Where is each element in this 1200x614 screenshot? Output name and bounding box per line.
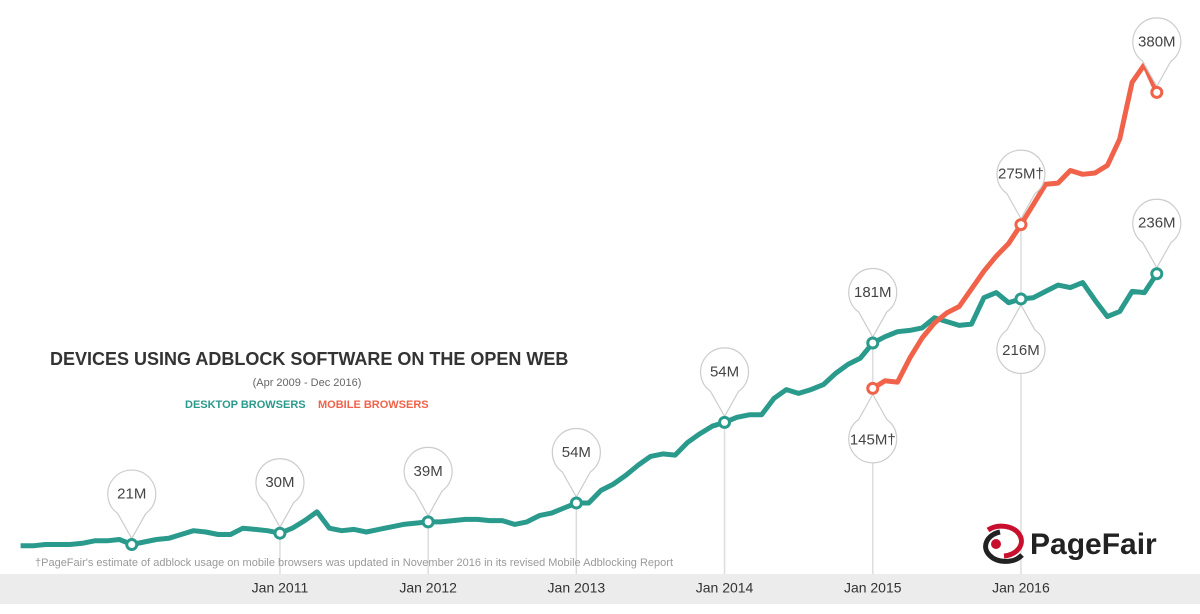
pin-label: 30M bbox=[265, 474, 294, 491]
pin-label: 181M bbox=[854, 284, 892, 301]
pin: 380M bbox=[1132, 17, 1182, 88]
chart-subtitle: (Apr 2009 - Dec 2016) bbox=[253, 377, 362, 389]
point-marker bbox=[125, 538, 139, 552]
pin-label: 54M bbox=[710, 363, 739, 380]
x-tick-label: Jan 2012 bbox=[399, 580, 457, 596]
axis-band bbox=[0, 574, 1200, 604]
point-marker bbox=[866, 336, 880, 350]
x-tick-label: Jan 2014 bbox=[696, 580, 754, 596]
x-tick-label: Jan 2015 bbox=[844, 580, 902, 596]
pin-label: 145M† bbox=[850, 431, 896, 448]
pin-bubble bbox=[107, 469, 157, 540]
pin: 54M bbox=[551, 427, 601, 499]
logo-arc bbox=[983, 529, 1024, 564]
pin-bubble bbox=[1132, 198, 1182, 269]
point-marker bbox=[1150, 85, 1164, 99]
point-marker bbox=[1014, 218, 1028, 232]
pin-bubble bbox=[255, 458, 305, 529]
pin-bubble bbox=[848, 267, 898, 339]
x-tick-label: Jan 2011 bbox=[252, 580, 309, 596]
brand-logo bbox=[983, 523, 1024, 564]
legend-entry: MOBILE BROWSERS bbox=[318, 399, 429, 411]
point-marker bbox=[273, 526, 287, 540]
pin: 275M† bbox=[996, 149, 1046, 220]
pin-label: 21M bbox=[117, 486, 146, 503]
pin-bubble bbox=[996, 149, 1046, 220]
pin-label: 39M bbox=[414, 463, 443, 480]
pin: 39M bbox=[403, 446, 453, 518]
pin-bubble bbox=[848, 393, 898, 464]
series-line bbox=[871, 62, 1160, 391]
footnote: †PageFair's estimate of adblock usage on… bbox=[35, 557, 673, 569]
pin-bubble bbox=[403, 446, 453, 518]
pin: 181M bbox=[848, 267, 898, 339]
pin: 30M bbox=[255, 458, 305, 529]
point-marker bbox=[569, 496, 583, 510]
pin-label: 275M† bbox=[998, 166, 1044, 183]
point-marker bbox=[421, 515, 435, 529]
logo-dot bbox=[991, 539, 1001, 549]
series-line bbox=[20, 272, 1159, 549]
x-tick-label: Jan 2016 bbox=[992, 580, 1050, 596]
legend-entry: DESKTOP BROWSERS bbox=[185, 399, 306, 411]
pin: 145M† bbox=[848, 393, 898, 464]
pin-bubble bbox=[699, 347, 750, 418]
pin-bubble bbox=[996, 303, 1046, 375]
pin-label: 380M bbox=[1138, 33, 1176, 50]
pin: 21M bbox=[107, 469, 157, 540]
pin-bubble bbox=[551, 427, 601, 499]
pin-bubble bbox=[1132, 17, 1182, 88]
pin: 54M bbox=[699, 347, 750, 418]
pin-label: 216M bbox=[1002, 342, 1040, 359]
x-tick-label: Jan 2013 bbox=[548, 580, 606, 596]
pin: 216M bbox=[996, 303, 1046, 375]
point-marker bbox=[1150, 267, 1164, 281]
chart-title: DEVICES USING ADBLOCK SOFTWARE ON THE OP… bbox=[50, 349, 568, 369]
point-marker bbox=[718, 415, 732, 429]
pin-label: 54M bbox=[562, 444, 591, 461]
pin: 236M bbox=[1132, 198, 1182, 269]
brand-name: PageFair bbox=[1030, 528, 1157, 561]
point-marker bbox=[1014, 292, 1028, 306]
pin-label: 236M bbox=[1138, 215, 1176, 232]
logo-arc bbox=[986, 523, 1024, 559]
point-marker bbox=[866, 381, 880, 395]
